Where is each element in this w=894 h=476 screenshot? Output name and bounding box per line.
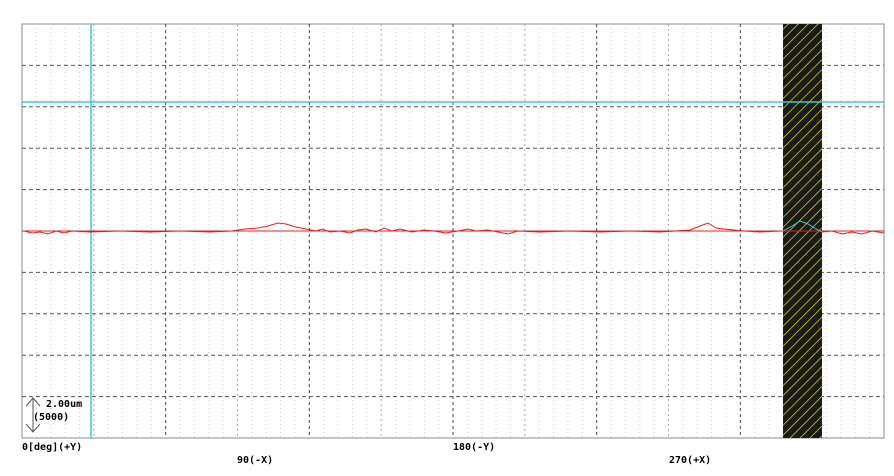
scale-length: 2.00um — [46, 399, 82, 410]
scale-marker — [25, 397, 41, 433]
scale-magnification: (5000) — [33, 412, 69, 423]
x-label: 90(-X) — [237, 455, 273, 466]
x-label: 180(-Y) — [453, 442, 495, 453]
profile-trace — [821, 230, 885, 235]
profile-trace — [23, 222, 783, 235]
excluded-trace — [782, 220, 823, 233]
x-label: 0[deg](+Y) — [22, 442, 82, 453]
x-label: 270(+X) — [669, 455, 711, 466]
